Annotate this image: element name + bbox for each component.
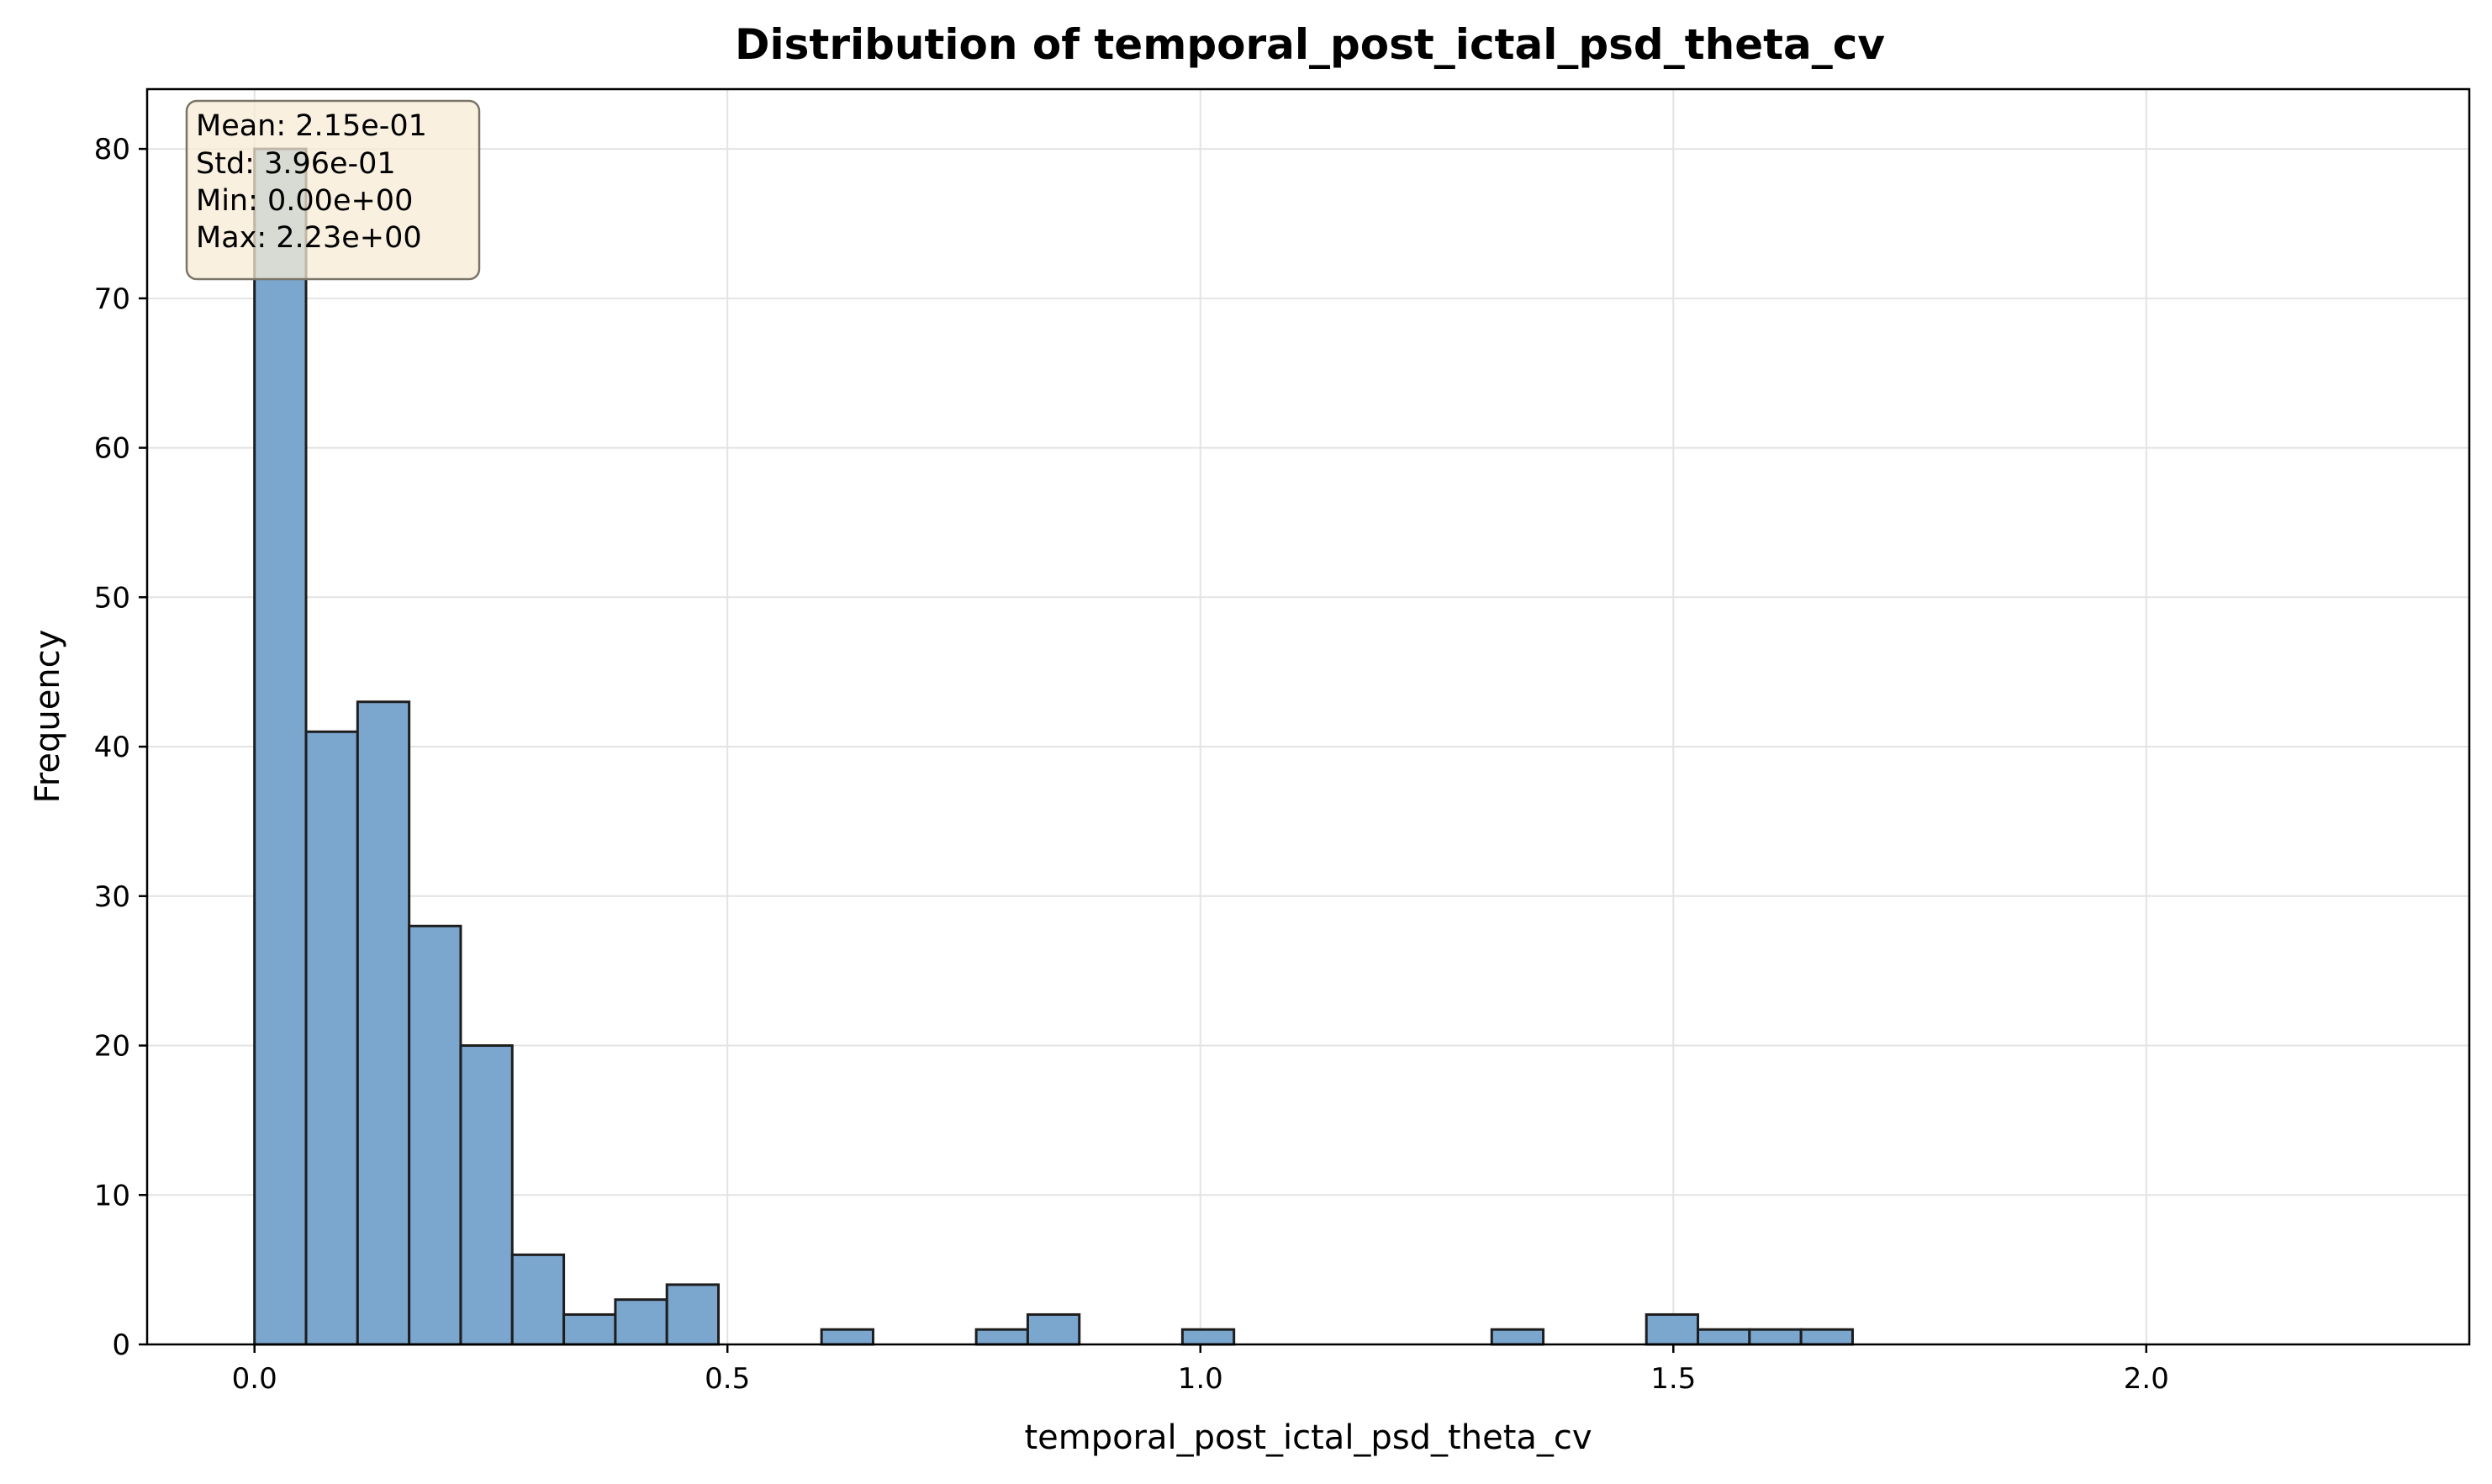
histogram-bar-2 (357, 702, 409, 1344)
histogram-bar-6 (564, 1314, 615, 1344)
histogram-bar-4 (461, 1046, 512, 1344)
histogram-bar-18 (1182, 1329, 1233, 1344)
y-tick-label-7: 70 (94, 283, 130, 316)
histogram-bar-27 (1646, 1314, 1697, 1344)
stats-mean: Mean: 2.15e-01 (196, 109, 427, 143)
stats-min: Min: 0.00e+00 (196, 184, 413, 218)
x-tick-label-3: 1.5 (1650, 1362, 1696, 1396)
histogram-bar-1 (306, 731, 357, 1344)
histogram-bar-5 (512, 1254, 563, 1344)
y-tick-label-0: 0 (112, 1328, 130, 1362)
histogram-bar-8 (667, 1285, 718, 1344)
y-tick-label-5: 50 (94, 581, 130, 615)
x-axis-label: temporal_post_ictal_psd_theta_cv (1024, 1418, 1592, 1457)
y-tick-label-2: 20 (94, 1030, 130, 1064)
histogram-bar-29 (1750, 1329, 1801, 1344)
y-tick-label-3: 30 (94, 880, 130, 914)
y-tick-label-4: 40 (94, 731, 130, 764)
y-axis-label: Frequency (29, 630, 67, 804)
x-tick-label-1: 0.5 (705, 1362, 750, 1396)
x-tick-label-4: 2.0 (2124, 1362, 2169, 1396)
stats-box: Mean: 2.15e-01 Std: 3.96e-01 Min: 0.00e+… (187, 101, 479, 279)
y-tick-label-6: 60 (94, 432, 130, 466)
chart-title: Distribution of temporal_post_ictal_psd_… (735, 20, 1885, 69)
histogram-bar-11 (821, 1329, 873, 1344)
histogram-bar-0 (255, 149, 306, 1344)
histogram-bar-28 (1698, 1329, 1750, 1344)
y-tick-label-8: 80 (94, 133, 130, 166)
y-tick-label-1: 10 (94, 1179, 130, 1212)
histogram-bar-24 (1492, 1329, 1543, 1344)
stats-std: Std: 3.96e-01 (196, 147, 396, 181)
histogram-bar-14 (976, 1329, 1027, 1344)
x-tick-label-0: 0.0 (232, 1362, 277, 1396)
stats-max: Max: 2.23e+00 (196, 221, 422, 255)
histogram-bar-7 (615, 1300, 667, 1344)
x-tick-label-2: 1.0 (1178, 1362, 1223, 1396)
histogram-bar-15 (1027, 1314, 1079, 1344)
histogram-bar-30 (1801, 1329, 1852, 1344)
histogram-bar-3 (409, 926, 461, 1344)
